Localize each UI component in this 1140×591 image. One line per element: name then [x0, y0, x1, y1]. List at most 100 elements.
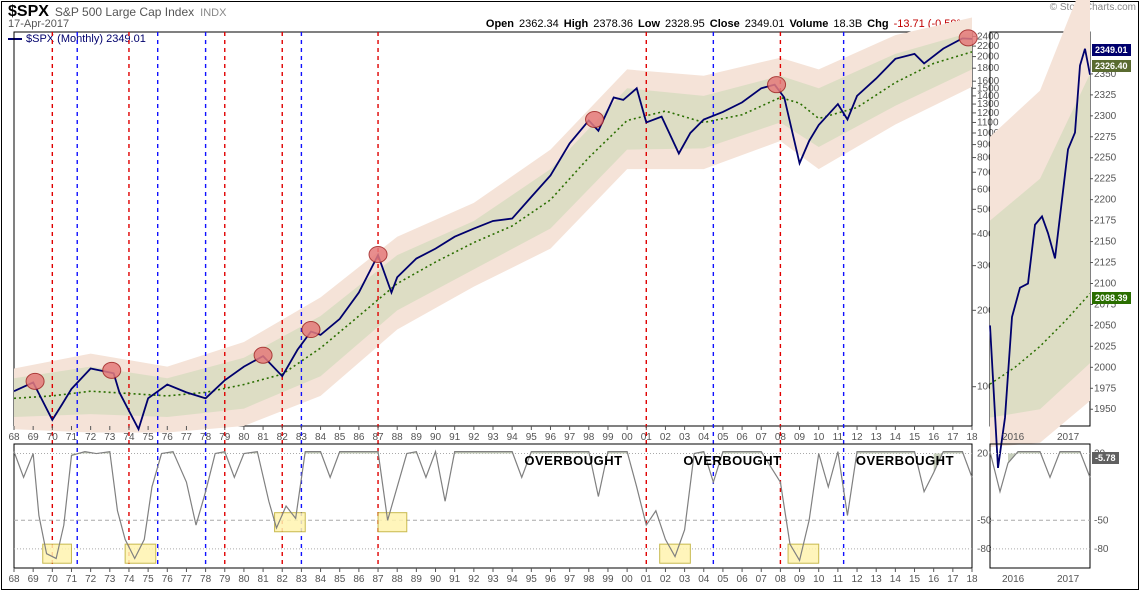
svg-text:78: 78: [200, 574, 212, 585]
svg-text:2125: 2125: [1094, 258, 1117, 269]
svg-text:16: 16: [928, 432, 940, 443]
svg-text:2016: 2016: [1002, 432, 1025, 443]
svg-text:82: 82: [277, 574, 289, 585]
svg-text:77: 77: [181, 574, 193, 585]
svg-text:89: 89: [411, 574, 423, 585]
svg-text:92: 92: [468, 574, 480, 585]
svg-text:97: 97: [564, 432, 576, 443]
svg-text:93: 93: [487, 574, 499, 585]
svg-text:03: 03: [679, 574, 691, 585]
svg-text:91: 91: [449, 574, 461, 585]
svg-text:86: 86: [353, 432, 365, 443]
svg-text:84: 84: [315, 574, 327, 585]
svg-text:15: 15: [909, 432, 921, 443]
svg-text:70: 70: [47, 432, 59, 443]
svg-text:1800: 1800: [977, 63, 1000, 74]
svg-text:2000: 2000: [977, 52, 1000, 63]
svg-text:85: 85: [334, 574, 346, 585]
svg-text:79: 79: [219, 432, 231, 443]
svg-text:79: 79: [219, 574, 231, 585]
svg-text:75: 75: [143, 432, 155, 443]
svg-text:2200: 2200: [977, 41, 1000, 52]
svg-text:2275: 2275: [1094, 132, 1117, 143]
svg-text:OVERBOUGHT: OVERBOUGHT: [683, 453, 781, 468]
svg-text:69: 69: [28, 432, 40, 443]
svg-text:2050: 2050: [1094, 320, 1117, 331]
svg-text:89: 89: [411, 432, 423, 443]
svg-text:76: 76: [162, 574, 174, 585]
svg-text:88: 88: [392, 574, 404, 585]
zoom-osc-tag: -5.78: [1092, 452, 1119, 464]
svg-text:92: 92: [468, 432, 480, 443]
svg-text:68: 68: [8, 574, 20, 585]
svg-text:09: 09: [794, 574, 806, 585]
svg-text:12: 12: [851, 574, 863, 585]
svg-text:84: 84: [315, 432, 327, 443]
svg-text:2300: 2300: [1094, 111, 1117, 122]
svg-text:14: 14: [890, 574, 902, 585]
svg-text:74: 74: [123, 574, 135, 585]
svg-text:76: 76: [162, 432, 174, 443]
svg-text:85: 85: [334, 432, 346, 443]
svg-text:99: 99: [602, 432, 614, 443]
svg-text:71: 71: [66, 432, 78, 443]
svg-text:16: 16: [928, 574, 940, 585]
svg-text:01: 01: [641, 432, 653, 443]
svg-text:95: 95: [526, 574, 538, 585]
svg-text:-50: -50: [1094, 515, 1109, 526]
svg-text:94: 94: [507, 574, 519, 585]
svg-text:2016: 2016: [1002, 574, 1025, 585]
svg-text:18: 18: [966, 574, 978, 585]
zoom-ma-tag: 2088.39: [1092, 292, 1131, 304]
svg-text:1950: 1950: [1094, 404, 1117, 415]
svg-text:96: 96: [545, 432, 557, 443]
zoom-band-tag: 2326.40: [1092, 60, 1131, 72]
svg-text:04: 04: [698, 574, 710, 585]
svg-text:71: 71: [66, 574, 78, 585]
svg-text:02: 02: [660, 574, 672, 585]
svg-text:08: 08: [775, 574, 787, 585]
svg-text:81: 81: [258, 574, 270, 585]
svg-text:04: 04: [698, 432, 710, 443]
svg-text:99: 99: [602, 574, 614, 585]
svg-text:08: 08: [775, 432, 787, 443]
svg-text:69: 69: [28, 574, 40, 585]
svg-text:00: 00: [622, 574, 634, 585]
svg-text:2325: 2325: [1094, 90, 1117, 101]
svg-text:09: 09: [794, 432, 806, 443]
svg-text:90: 90: [430, 574, 442, 585]
svg-text:1600: 1600: [977, 76, 1000, 87]
svg-text:03: 03: [679, 432, 691, 443]
svg-text:87: 87: [372, 432, 384, 443]
svg-text:07: 07: [756, 432, 768, 443]
svg-text:2017: 2017: [1057, 432, 1080, 443]
svg-text:86: 86: [353, 574, 365, 585]
svg-text:12: 12: [851, 432, 863, 443]
svg-text:81: 81: [258, 432, 270, 443]
svg-text:10: 10: [813, 574, 825, 585]
svg-text:1100: 1100: [977, 117, 999, 128]
svg-text:14: 14: [890, 432, 902, 443]
svg-text:OVERBOUGHT: OVERBOUGHT: [856, 453, 954, 468]
svg-text:2017: 2017: [1057, 574, 1080, 585]
svg-text:72: 72: [85, 574, 97, 585]
svg-text:17: 17: [947, 432, 959, 443]
svg-text:94: 94: [507, 432, 519, 443]
svg-text:-80: -80: [1094, 544, 1109, 555]
svg-text:11: 11: [833, 574, 844, 585]
svg-text:11: 11: [833, 432, 844, 443]
svg-text:82: 82: [277, 432, 289, 443]
svg-text:77: 77: [181, 432, 193, 443]
svg-text:06: 06: [737, 432, 749, 443]
svg-text:02: 02: [660, 432, 672, 443]
svg-text:2200: 2200: [1094, 195, 1117, 206]
svg-text:OVERBOUGHT: OVERBOUGHT: [524, 453, 622, 468]
svg-text:10: 10: [813, 432, 825, 443]
svg-text:91: 91: [449, 432, 461, 443]
svg-text:05: 05: [717, 574, 729, 585]
svg-text:72: 72: [85, 432, 97, 443]
svg-text:20: 20: [977, 449, 989, 460]
svg-text:13: 13: [871, 432, 883, 443]
svg-text:97: 97: [564, 574, 576, 585]
svg-text:2250: 2250: [1094, 153, 1117, 164]
